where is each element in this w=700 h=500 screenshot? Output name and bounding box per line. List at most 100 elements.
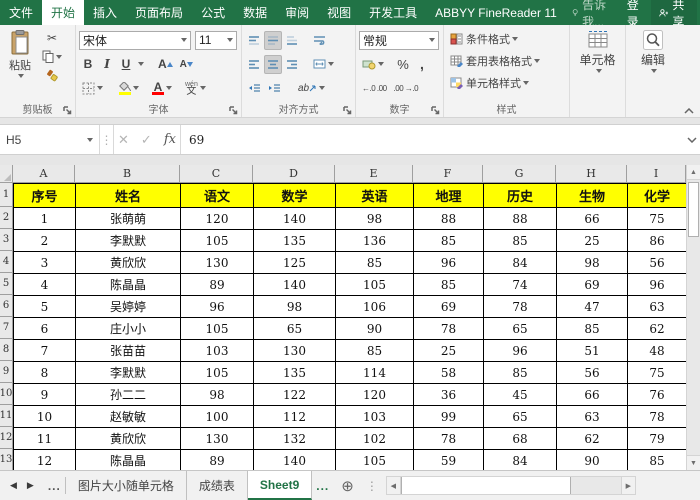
cell[interactable]: 78 bbox=[483, 295, 557, 318]
cell[interactable]: 3 bbox=[13, 251, 76, 274]
cell[interactable]: 132 bbox=[253, 427, 336, 450]
cell[interactable]: 69 bbox=[413, 295, 484, 318]
align-left-button[interactable] bbox=[245, 55, 263, 74]
shrink-font-button[interactable]: A bbox=[177, 55, 196, 74]
cell[interactable]: 86 bbox=[627, 229, 686, 252]
vertical-scrollbar[interactable]: ▲ ▼ bbox=[686, 165, 700, 470]
enter-button[interactable]: ✓ bbox=[140, 131, 152, 147]
cell[interactable]: 6 bbox=[13, 317, 76, 340]
font-dialog-launcher[interactable] bbox=[229, 106, 239, 116]
cell[interactable]: 68 bbox=[483, 427, 557, 450]
cell[interactable]: 黄欣欣 bbox=[75, 251, 181, 274]
cell[interactable]: 69 bbox=[556, 273, 628, 296]
cell[interactable]: 孙二二 bbox=[75, 383, 181, 406]
cell[interactable]: 45 bbox=[483, 383, 557, 406]
cell[interactable]: 105 bbox=[180, 229, 254, 252]
cell[interactable]: 79 bbox=[627, 427, 686, 450]
name-box-dropdown[interactable] bbox=[87, 137, 93, 142]
column-header-E[interactable]: E bbox=[335, 165, 413, 183]
cell[interactable]: 120 bbox=[180, 207, 254, 230]
cell[interactable]: 56 bbox=[627, 251, 686, 274]
header-cell[interactable]: 数学 bbox=[253, 183, 336, 208]
copy-button[interactable] bbox=[39, 47, 65, 66]
cell[interactable]: 78 bbox=[413, 427, 484, 450]
cell[interactable]: 赵敏敏 bbox=[75, 405, 181, 428]
cell[interactable]: 130 bbox=[180, 427, 254, 450]
cell[interactable]: 66 bbox=[556, 207, 628, 230]
row-header-1[interactable]: 1 bbox=[0, 183, 13, 207]
editing-dropdown[interactable] bbox=[651, 69, 657, 73]
insert-function-button[interactable]: fx bbox=[163, 132, 176, 147]
cell[interactable]: 140 bbox=[253, 449, 336, 470]
copy-dropdown[interactable] bbox=[56, 54, 62, 59]
grow-font-button[interactable]: A bbox=[155, 55, 176, 74]
header-cell[interactable]: 化学 bbox=[627, 183, 686, 208]
cell[interactable]: 7 bbox=[13, 339, 76, 362]
format-as-table-button[interactable]: 套用表格格式 bbox=[447, 52, 543, 71]
header-cell[interactable]: 历史 bbox=[483, 183, 557, 208]
row-header-11[interactable]: 11 bbox=[0, 405, 13, 427]
cell[interactable]: 89 bbox=[180, 273, 254, 296]
cell[interactable]: 105 bbox=[335, 273, 414, 296]
cell[interactable]: 25 bbox=[413, 339, 484, 362]
cell[interactable]: 136 bbox=[335, 229, 414, 252]
cell[interactable]: 130 bbox=[253, 339, 336, 362]
cell[interactable]: 90 bbox=[335, 317, 414, 340]
cell[interactable]: 李默默 bbox=[75, 229, 181, 252]
align-right-button[interactable] bbox=[283, 55, 301, 74]
editing-button[interactable]: 编辑 bbox=[629, 28, 677, 103]
align-bottom-button[interactable] bbox=[283, 31, 301, 50]
cell[interactable]: 59 bbox=[413, 449, 484, 470]
phonetic-guide-button[interactable]: wén 文 bbox=[182, 79, 209, 98]
tab-splitter-handle[interactable]: ⋮ bbox=[365, 478, 378, 493]
row-header-10[interactable]: 10 bbox=[0, 383, 13, 405]
cell[interactable]: 84 bbox=[483, 251, 557, 274]
cell[interactable]: 99 bbox=[413, 405, 484, 428]
cell[interactable]: 75 bbox=[627, 207, 686, 230]
cell[interactable]: 74 bbox=[483, 273, 557, 296]
row-header-8[interactable]: 8 bbox=[0, 339, 13, 361]
cell[interactable]: 65 bbox=[483, 405, 557, 428]
cells-button[interactable]: 单元格 bbox=[573, 28, 622, 103]
cell[interactable]: 65 bbox=[483, 317, 557, 340]
cell[interactable]: 85 bbox=[413, 229, 484, 252]
cell[interactable]: 98 bbox=[335, 207, 414, 230]
row-header-7[interactable]: 7 bbox=[0, 317, 13, 339]
cell[interactable]: 96 bbox=[180, 295, 254, 318]
header-cell[interactable]: 英语 bbox=[335, 183, 414, 208]
scroll-up-arrow[interactable]: ▲ bbox=[687, 165, 700, 180]
column-header-H[interactable]: H bbox=[556, 165, 627, 183]
cell[interactable]: 100 bbox=[180, 405, 254, 428]
cell[interactable]: 85 bbox=[413, 273, 484, 296]
cell[interactable]: 103 bbox=[180, 339, 254, 362]
ribbon-tab-4[interactable]: 公式 bbox=[201, 6, 226, 20]
header-cell[interactable]: 语文 bbox=[180, 183, 254, 208]
cell[interactable]: 58 bbox=[413, 361, 484, 384]
ribbon-tab-1[interactable]: 开始 bbox=[42, 0, 85, 25]
scroll-right-arrow[interactable]: ▶ bbox=[620, 477, 635, 494]
cell[interactable]: 98 bbox=[556, 251, 628, 274]
row-header-2[interactable]: 2 bbox=[0, 207, 13, 229]
sheet-nav-next-button[interactable]: ▶ bbox=[26, 480, 34, 490]
cell[interactable]: 吴婷婷 bbox=[75, 295, 181, 318]
cell[interactable]: 106 bbox=[335, 295, 414, 318]
cell[interactable]: 66 bbox=[556, 383, 628, 406]
cell[interactable]: 11 bbox=[13, 427, 76, 450]
percent-style-button[interactable]: % bbox=[397, 56, 409, 72]
cell[interactable]: 88 bbox=[483, 207, 557, 230]
merge-center-button[interactable] bbox=[310, 55, 337, 74]
font-color-button[interactable]: A bbox=[149, 79, 175, 98]
cell[interactable]: 75 bbox=[627, 361, 686, 384]
cell[interactable]: 84 bbox=[483, 449, 557, 470]
column-header-F[interactable]: F bbox=[413, 165, 483, 183]
cell[interactable]: 122 bbox=[253, 383, 336, 406]
bold-button[interactable]: B bbox=[83, 57, 93, 71]
decrease-decimal-button[interactable]: .00 →.0 bbox=[393, 83, 419, 93]
column-header-G[interactable]: G bbox=[483, 165, 556, 183]
wrap-text-button[interactable] bbox=[310, 31, 329, 50]
italic-button[interactable]: I bbox=[104, 57, 110, 71]
font-name-combo[interactable]: 宋体 bbox=[79, 30, 191, 50]
cell[interactable]: 96 bbox=[413, 251, 484, 274]
row-header-9[interactable]: 9 bbox=[0, 361, 13, 383]
scroll-down-arrow[interactable]: ▼ bbox=[687, 455, 700, 470]
